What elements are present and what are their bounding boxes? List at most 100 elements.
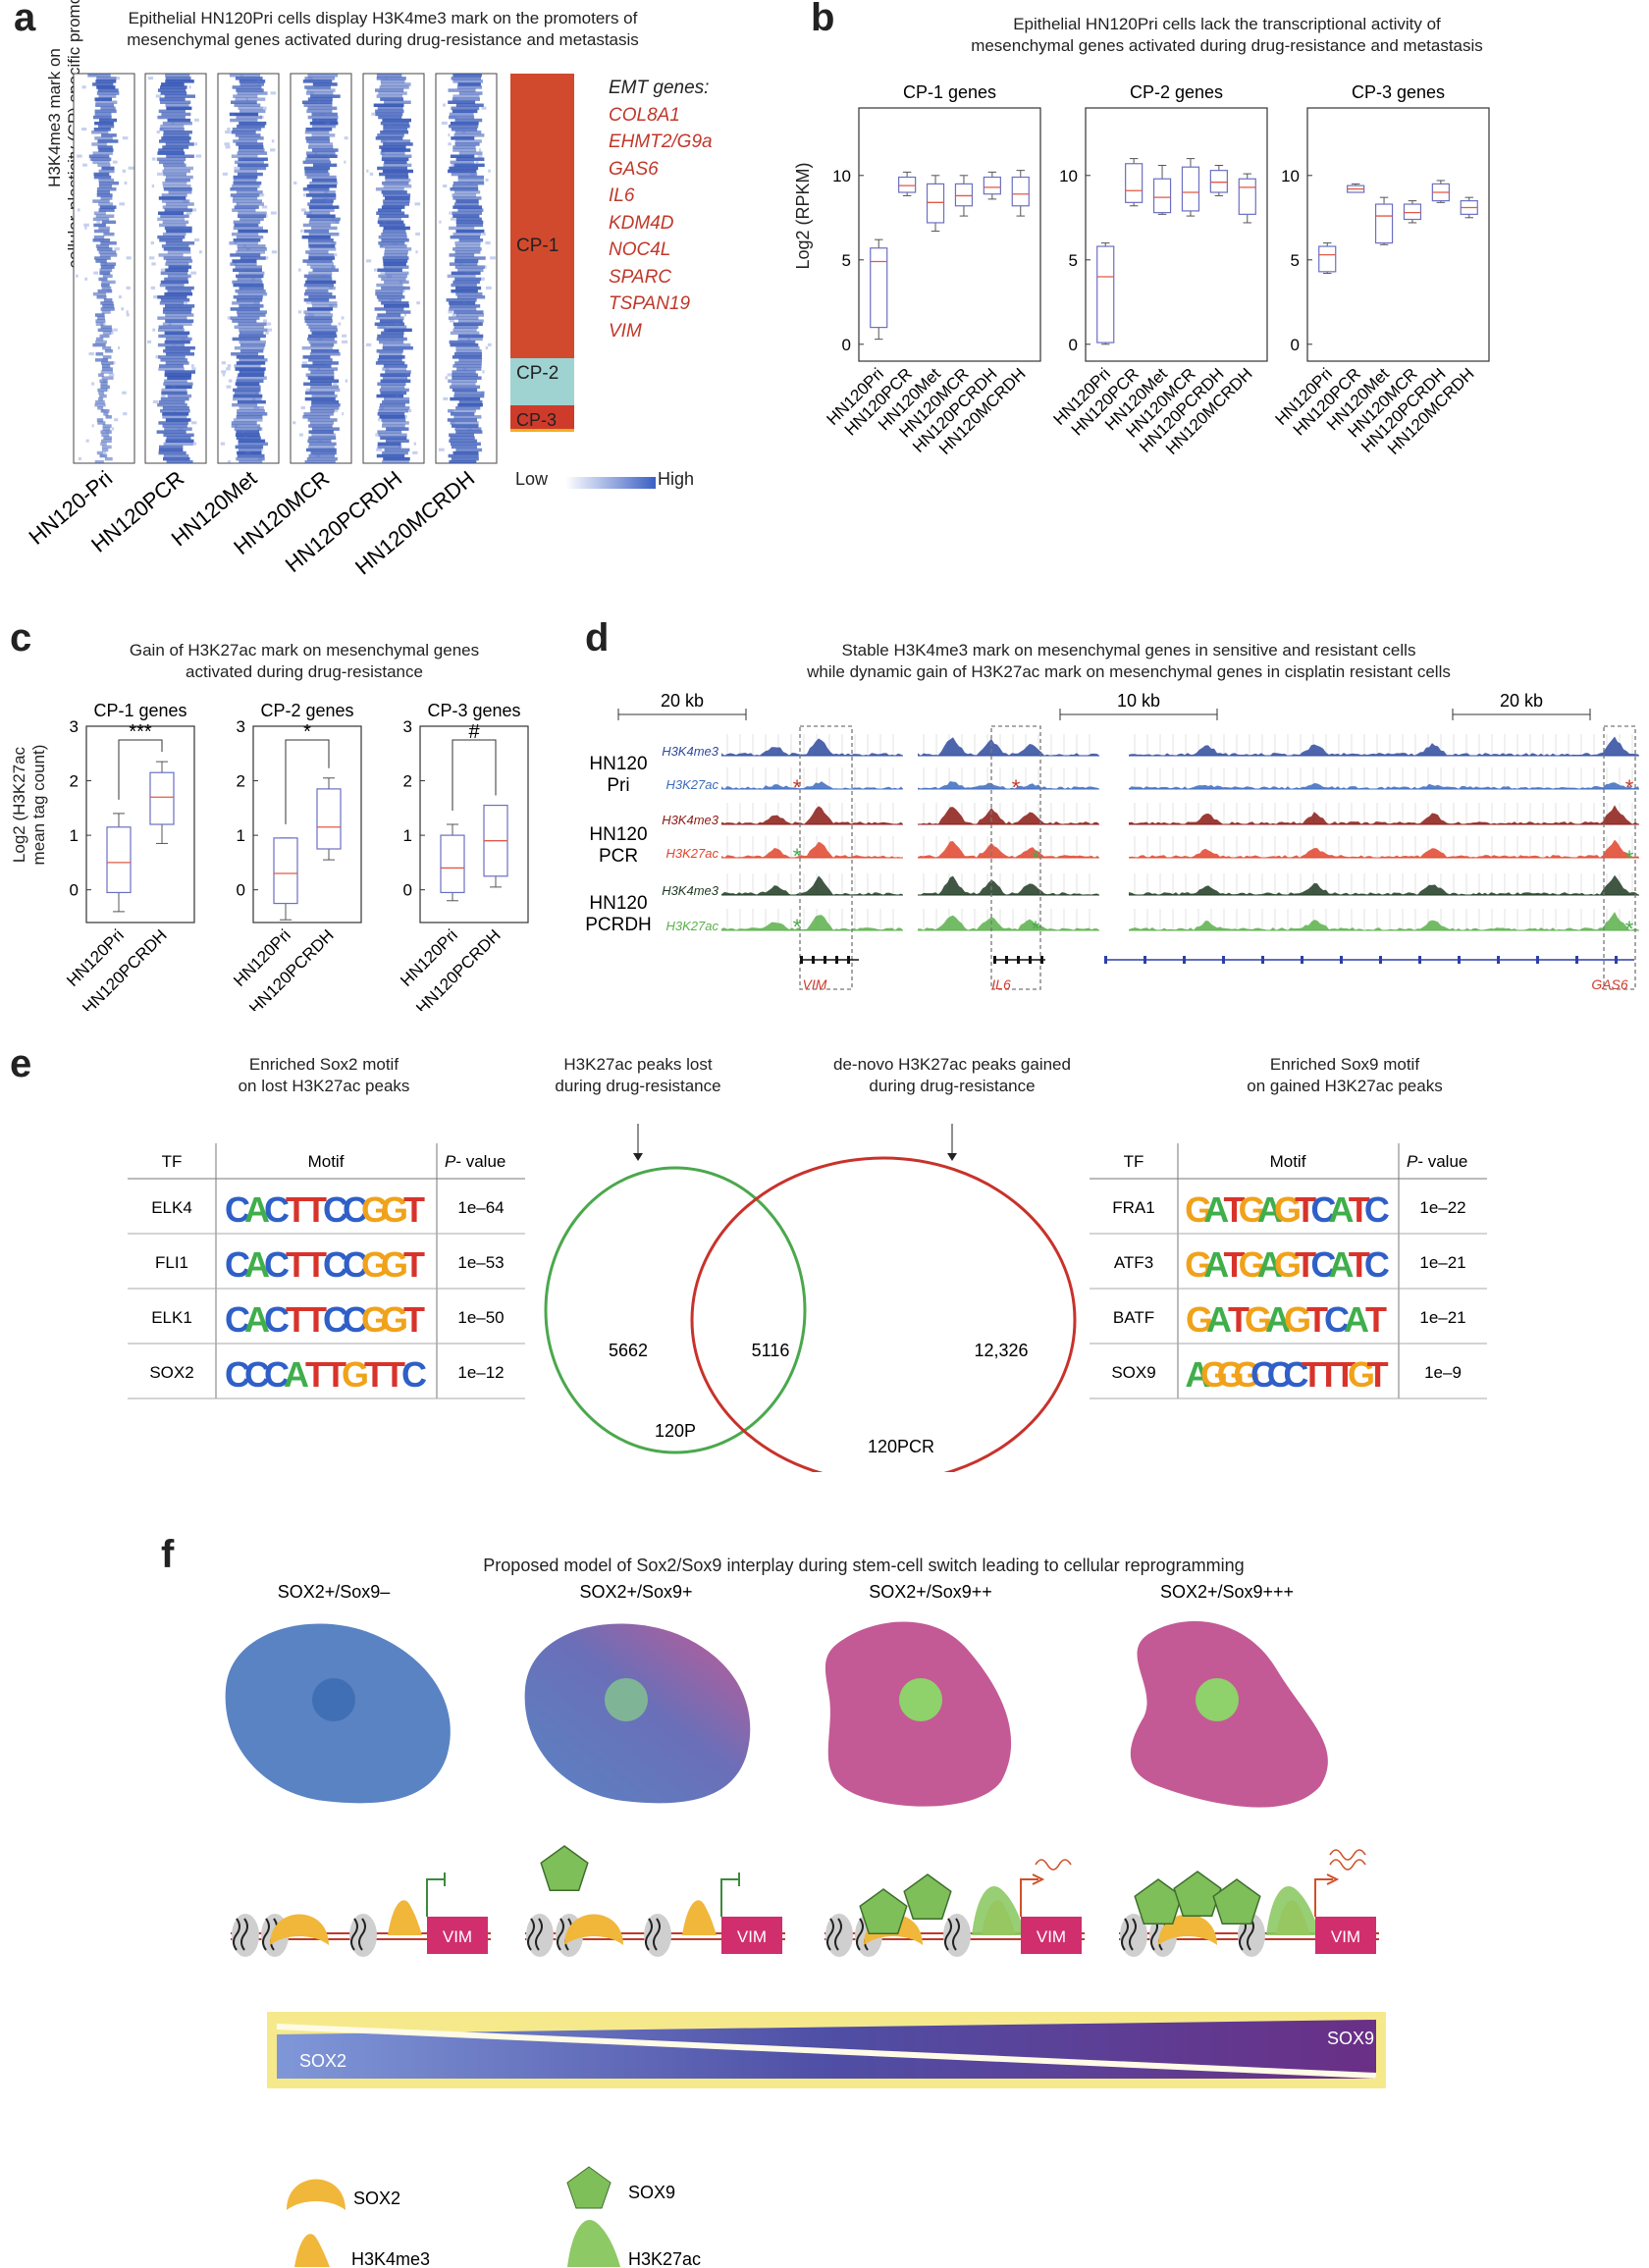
heatmap-row bbox=[451, 456, 479, 461]
heatmap-row bbox=[377, 106, 403, 111]
heatmap-speckle bbox=[467, 337, 471, 341]
heatmap-row bbox=[303, 274, 332, 279]
gene-exon bbox=[1575, 956, 1578, 964]
heatmap-row bbox=[378, 355, 405, 359]
box-HN120MCRDH bbox=[1011, 170, 1030, 217]
y-tick-label: 1 bbox=[403, 826, 412, 845]
heatmap-speckle bbox=[461, 131, 466, 134]
heatmap-row bbox=[304, 166, 331, 171]
heatmap-row bbox=[308, 241, 337, 245]
heatmap-row bbox=[165, 313, 194, 317]
heatmap-row bbox=[162, 185, 191, 188]
heatmap-speckle bbox=[77, 154, 82, 158]
heatmap-row bbox=[164, 370, 195, 374]
heatmap-row bbox=[383, 226, 410, 231]
histone-tail bbox=[233, 1918, 248, 1951]
heatmap-row bbox=[384, 250, 408, 254]
heatmap-speckle bbox=[385, 77, 388, 80]
motif-letter: A bbox=[1203, 1244, 1229, 1285]
histone-tail bbox=[826, 1918, 842, 1951]
box-body bbox=[106, 826, 132, 894]
heatmap-row bbox=[93, 211, 106, 215]
motif-letter: C bbox=[225, 1244, 250, 1285]
heatmap-row bbox=[376, 316, 404, 320]
heatmap-row bbox=[158, 160, 185, 165]
heatmap-row bbox=[382, 367, 406, 371]
heatmap-row bbox=[103, 436, 112, 440]
heatmap-row bbox=[159, 97, 186, 101]
motif-letter: T bbox=[1302, 1354, 1323, 1395]
heatmap-row bbox=[379, 172, 408, 177]
motif-letter: A bbox=[1185, 1354, 1210, 1395]
heatmap-row bbox=[162, 424, 187, 428]
heatmap-row bbox=[156, 157, 186, 161]
heatmap-speckle bbox=[253, 301, 259, 305]
heatmap-row bbox=[160, 271, 188, 276]
heatmap-row bbox=[312, 268, 339, 272]
heatmap-speckle bbox=[391, 337, 394, 341]
heatmap-speckle bbox=[82, 163, 87, 167]
panel-d-title-line2: while dynamic gain of H3K27ac mark on me… bbox=[807, 662, 1451, 681]
heatmap-row bbox=[92, 199, 110, 203]
heatmap-row bbox=[159, 238, 183, 242]
heatmap-row bbox=[374, 322, 405, 326]
heatmap-speckle bbox=[416, 301, 420, 305]
heatmap-row bbox=[450, 343, 479, 347]
motif-letter: C bbox=[1364, 1189, 1390, 1230]
heatmap-speckle bbox=[477, 154, 483, 158]
heatmap-speckle bbox=[376, 448, 382, 451]
caption-line: Enriched Sox9 motif bbox=[1269, 1055, 1420, 1074]
heatmap-row bbox=[306, 193, 337, 197]
heatmap-speckle bbox=[173, 343, 176, 346]
heatmap-speckle bbox=[380, 406, 385, 410]
panel-c-title-line1: Gain of H3K27ac mark on mesenchymal gene… bbox=[129, 641, 480, 659]
y-tick-label: 0 bbox=[1291, 336, 1300, 354]
heatmap-speckle bbox=[270, 91, 276, 95]
heatmap-speckle bbox=[151, 185, 155, 188]
heatmap-row bbox=[162, 220, 189, 225]
heatmap-row bbox=[237, 277, 262, 282]
heatmap-speckle bbox=[270, 211, 277, 215]
gene-exon bbox=[812, 956, 815, 964]
heatmap-row bbox=[377, 445, 401, 449]
heatmap-row bbox=[101, 439, 112, 444]
heatmap-speckle bbox=[342, 334, 347, 338]
heatmap-row bbox=[308, 442, 337, 447]
heatmap-speckle bbox=[155, 355, 161, 359]
heatmap-HN120Met bbox=[217, 73, 280, 464]
heatmap-speckle bbox=[450, 319, 454, 323]
heatmap-row bbox=[230, 253, 261, 257]
heatmap-row bbox=[236, 88, 264, 92]
heatmap-speckle bbox=[109, 118, 114, 122]
heatmap-row bbox=[165, 77, 191, 80]
heatmap-speckle bbox=[81, 128, 87, 132]
table-tf: FLI1 bbox=[155, 1253, 188, 1272]
heatmap-speckle bbox=[400, 289, 405, 292]
heatmap-row bbox=[94, 97, 112, 101]
heatmap-row bbox=[161, 199, 190, 203]
heatmap-row bbox=[165, 268, 188, 272]
box-HN120Pri bbox=[440, 823, 465, 902]
heatmap-speckle bbox=[228, 459, 231, 463]
heatmap-speckle bbox=[243, 436, 247, 440]
heatmap-row bbox=[381, 190, 407, 194]
heatmap-row bbox=[456, 85, 482, 89]
heatmap-speckle bbox=[181, 91, 184, 95]
plot-frame bbox=[419, 725, 529, 923]
heatmap-row bbox=[167, 118, 191, 123]
heatmap-row bbox=[453, 310, 484, 314]
heatmap-row bbox=[165, 103, 189, 107]
heatmap-row bbox=[164, 340, 190, 344]
boxplot-cp-2-genes: CP-2 genes0510HN120PriHN120PCRHN120MetHN… bbox=[1050, 82, 1268, 458]
track-label: H3K27ac bbox=[666, 919, 719, 933]
heatmap-speckle bbox=[76, 274, 79, 278]
heatmap-row bbox=[97, 163, 111, 168]
emt-gene: GAS6 bbox=[609, 158, 659, 180]
heatmap-row bbox=[163, 442, 193, 447]
heatmap-speckle bbox=[100, 453, 106, 457]
significance-mark: # bbox=[468, 721, 480, 743]
scale-low-label: Low bbox=[515, 469, 549, 489]
heatmap-row bbox=[375, 88, 404, 92]
heatmap-row bbox=[454, 256, 486, 260]
heatmap-row bbox=[237, 399, 266, 404]
